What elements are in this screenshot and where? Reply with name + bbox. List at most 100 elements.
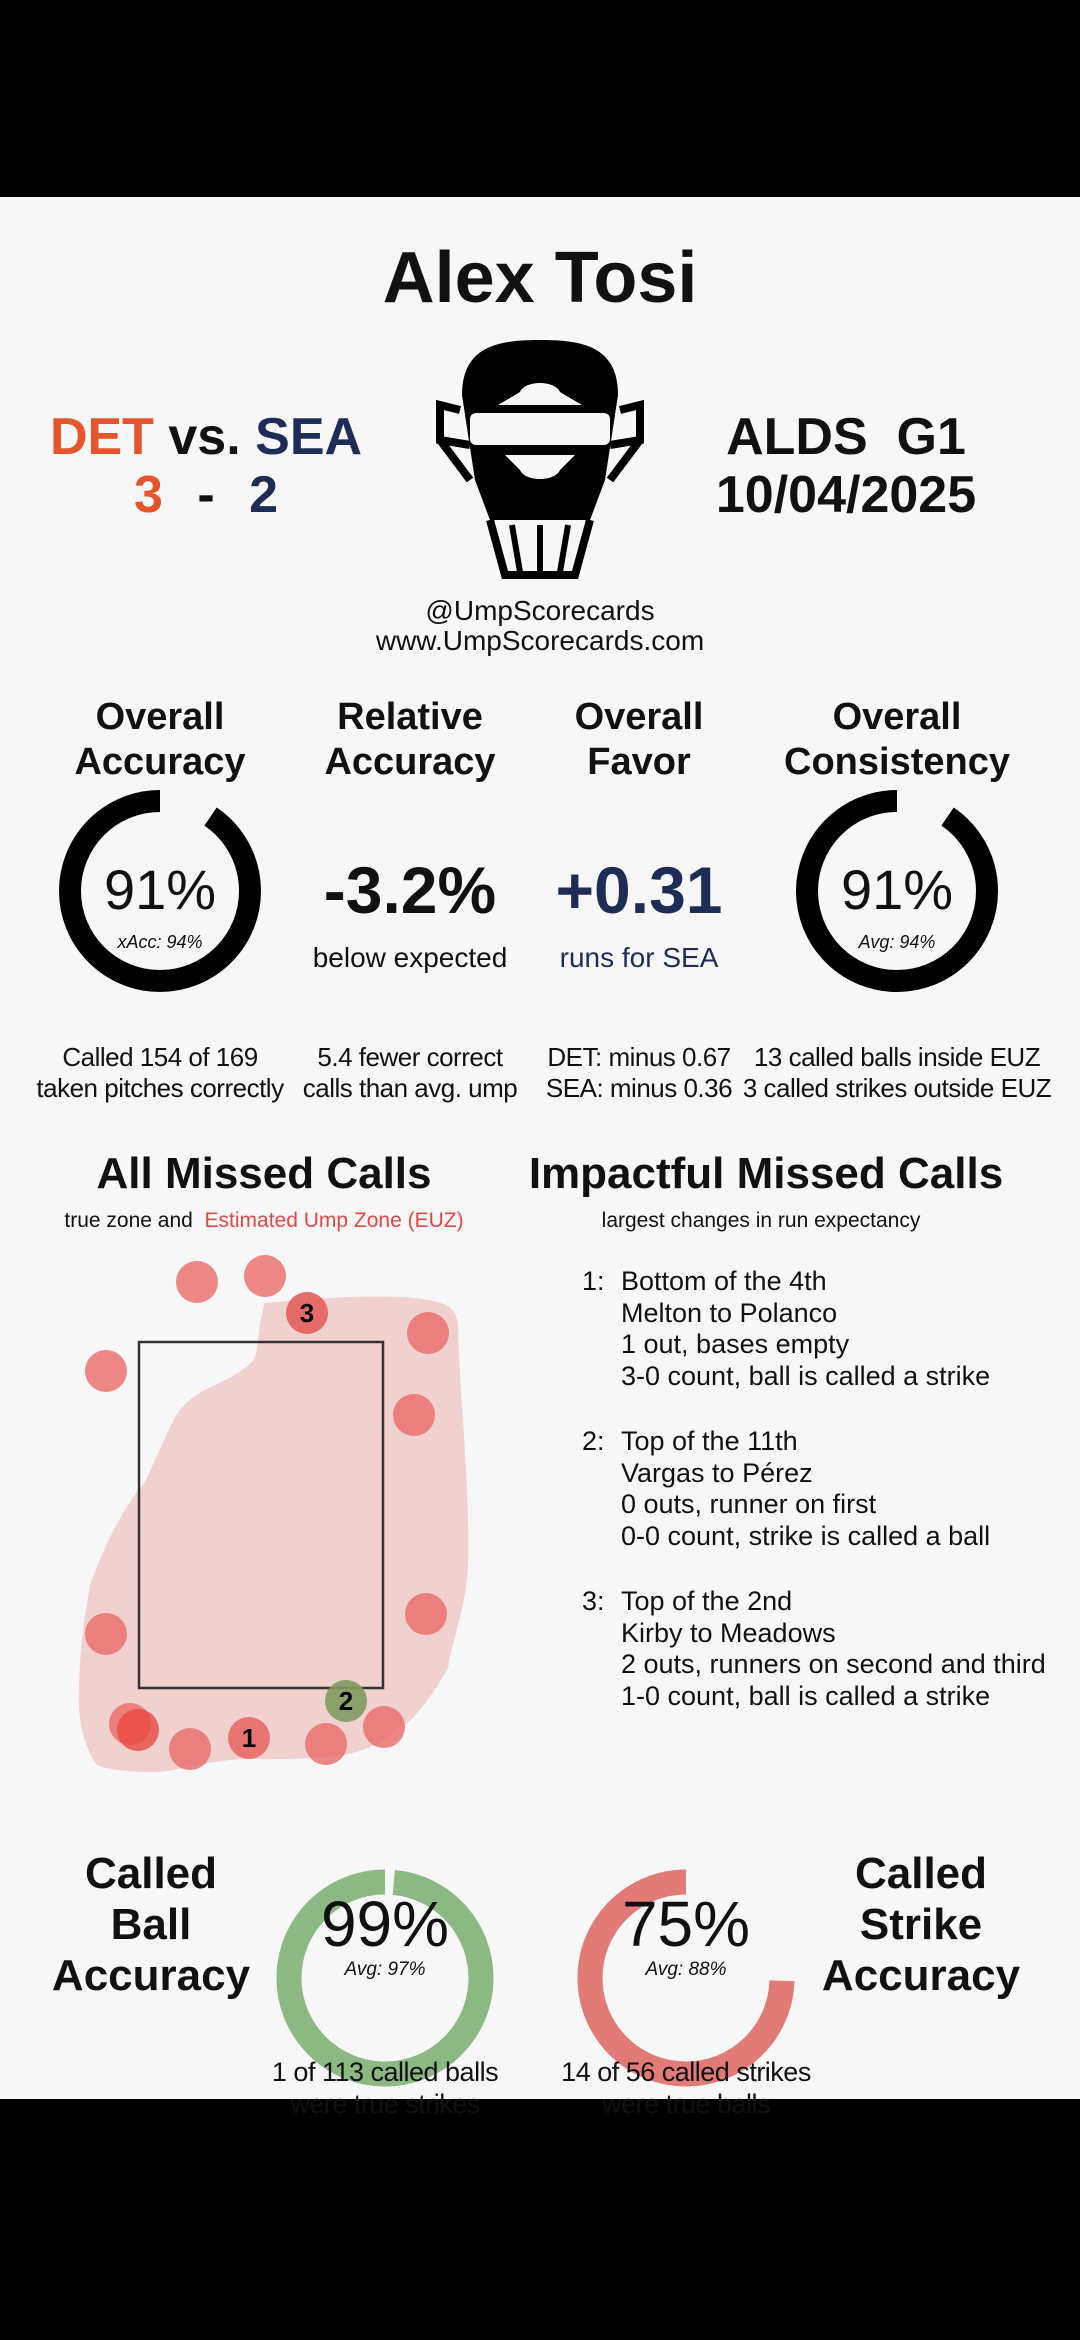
- stat-note-line1: 13 called balls inside EUZ: [753, 1042, 1041, 1072]
- ball-accuracy-avg: Avg: 97%: [344, 1959, 426, 1980]
- stat-heading-line2: Accuracy: [324, 741, 496, 783]
- impactful-call-dot: [228, 1717, 270, 1759]
- subtitle-euz: Estimated Ump Zone (EUZ): [204, 1209, 464, 1232]
- stat-ring: [796, 790, 998, 992]
- zone-plot: 1 2 3: [78, 1255, 469, 1772]
- missed-call-dot: [363, 1706, 405, 1748]
- strike-accuracy-ring: [577, 1869, 795, 2087]
- ball-accuracy-heading: Ball: [110, 1900, 192, 1949]
- impact-item-line: Top of the 2nd: [621, 1586, 793, 1616]
- missed-calls-subtitle: true zone and Estimated Ump Zone (EUZ): [64, 1209, 463, 1233]
- strike-accuracy-heading: Accuracy: [821, 1951, 1021, 2000]
- impactful-call-label: 1: [242, 1723, 256, 1753]
- stat-value: 91%: [103, 858, 217, 921]
- subtitle-true-zone: true zone and: [64, 1209, 193, 1232]
- away-team: DET: [49, 408, 154, 466]
- missed-call-dot: [117, 1709, 159, 1751]
- impactful-call-dot: [325, 1680, 367, 1722]
- strike-accuracy-ring-arc: [577, 1869, 795, 2087]
- impact-item-line: 1-0 count, ball is called a strike: [621, 1680, 991, 1711]
- missed-call-dot: [85, 1350, 127, 1392]
- ball-accuracy-heading: Called: [84, 1849, 218, 1898]
- strike-note-line1: 14 of 56 called strikes: [561, 2057, 811, 2087]
- stat-ring-arc: [59, 790, 261, 992]
- missed-calls-title: All Missed Calls: [96, 1149, 432, 1198]
- score-dash: -: [197, 466, 215, 524]
- missed-call-dot: [305, 1723, 347, 1765]
- missed-call-dot: [85, 1613, 127, 1655]
- home-team: SEA: [255, 408, 363, 466]
- stat-subvalue: xAcc: 94%: [117, 932, 203, 952]
- stat-note-line2: SEA: minus 0.36: [545, 1073, 733, 1103]
- impact-item-line: Top of the 11th: [621, 1426, 798, 1456]
- game-date: 10/04/2025: [715, 466, 977, 524]
- stat-ring-arc: [796, 790, 998, 992]
- stat-heading-line2: Consistency: [784, 741, 1010, 783]
- impact-item-line: 0 outs, runner on first: [621, 1489, 877, 1519]
- impact-item-number: 3:: [582, 1586, 605, 1616]
- stat-heading-line1: Overall: [574, 696, 704, 738]
- umpire-mask-icon: [436, 340, 644, 579]
- score: 3 - 2: [134, 465, 278, 525]
- strike-accuracy-avg: Avg: 88%: [645, 1959, 727, 1980]
- ball-accuracy-heading: Accuracy: [51, 1951, 251, 2000]
- ball-accuracy-ring: [276, 1869, 494, 2087]
- missed-call-dot: [405, 1593, 447, 1635]
- impact-item-number: 2:: [582, 1426, 605, 1456]
- twitter-handle[interactable]: @UmpScorecards: [425, 595, 655, 626]
- vs-label: vs.: [168, 408, 241, 466]
- stat-note-line2: 3 called strikes outside EUZ: [742, 1073, 1052, 1103]
- stat-heading-line1: Overall: [832, 696, 962, 738]
- strike-accuracy-value: 75%: [621, 1888, 751, 1960]
- missed-call-dot: [393, 1394, 435, 1436]
- impact-item-number: 1:: [582, 1266, 605, 1296]
- impact-item-line: 1 out, bases empty: [621, 1329, 850, 1359]
- stat-value: -3.2%: [323, 853, 497, 927]
- stat-heading-line1: Overall: [95, 696, 225, 738]
- away-score: 3: [133, 466, 163, 524]
- ball-note-line2: were true strikes: [290, 2089, 480, 2119]
- umpire-name: Alex Tosi: [382, 238, 698, 318]
- impactful-title: Impactful Missed Calls: [528, 1149, 1004, 1198]
- matchup: DET vs. SEA: [50, 407, 362, 467]
- impact-item-line: Vargas to Pérez: [621, 1457, 813, 1488]
- stat-subvalue: runs for SEA: [559, 942, 719, 973]
- missed-call-dot: [169, 1728, 211, 1770]
- website-link[interactable]: www.UmpScorecards.com: [375, 625, 705, 656]
- impact-item-line: Melton to Polanco: [621, 1297, 838, 1328]
- ball-accuracy-value: 99%: [320, 1888, 450, 1960]
- estimated-ump-zone: [78, 1296, 469, 1772]
- strike-note-line2: were true balls: [601, 2089, 771, 2119]
- missed-call-dot: [244, 1255, 286, 1297]
- impactful-call-label: 2: [339, 1686, 353, 1716]
- stat-note-line2: taken pitches correctly: [36, 1073, 284, 1103]
- stat-note-line1: 5.4 fewer correct: [317, 1042, 503, 1072]
- missed-call-dot: [407, 1312, 449, 1354]
- graphics-layer: 1 2 3: [59, 340, 998, 2087]
- impact-item-line: 2 outs, runners on second and third: [621, 1649, 1046, 1679]
- series-label: ALDS G1: [726, 408, 966, 466]
- ball-note-line1: 1 of 113 called balls: [271, 2057, 499, 2087]
- strike-accuracy-heading: Strike: [859, 1900, 983, 1949]
- stat-subvalue: below expected: [312, 942, 508, 973]
- stat-heading-line2: Favor: [587, 741, 691, 783]
- stat-value: 91%: [840, 858, 954, 921]
- stat-subvalue: Avg: 94%: [858, 932, 936, 952]
- stat-ring: [59, 790, 261, 992]
- stat-heading-line1: Relative: [337, 696, 483, 738]
- impactful-call-label: 3: [300, 1298, 314, 1328]
- impact-item-line: 0-0 count, strike is called a ball: [621, 1520, 991, 1551]
- impact-item-line: Bottom of the 4th: [621, 1266, 827, 1296]
- strike-accuracy-heading: Called: [854, 1849, 988, 1898]
- stat-note-line1: DET: minus 0.67: [547, 1042, 731, 1072]
- impact-item-line: Kirby to Meadows: [621, 1617, 836, 1648]
- true-strike-zone: [137, 1340, 385, 1690]
- stat-note-line2: calls than avg. ump: [302, 1073, 518, 1103]
- stat-value: +0.31: [555, 853, 723, 927]
- impactful-call-dot: [286, 1292, 328, 1334]
- stat-heading-line2: Accuracy: [74, 741, 246, 783]
- missed-call-dot: [176, 1261, 218, 1303]
- impactful-subtitle: largest changes in run expectancy: [601, 1209, 921, 1232]
- impact-item-line: 3-0 count, ball is called a strike: [621, 1360, 991, 1391]
